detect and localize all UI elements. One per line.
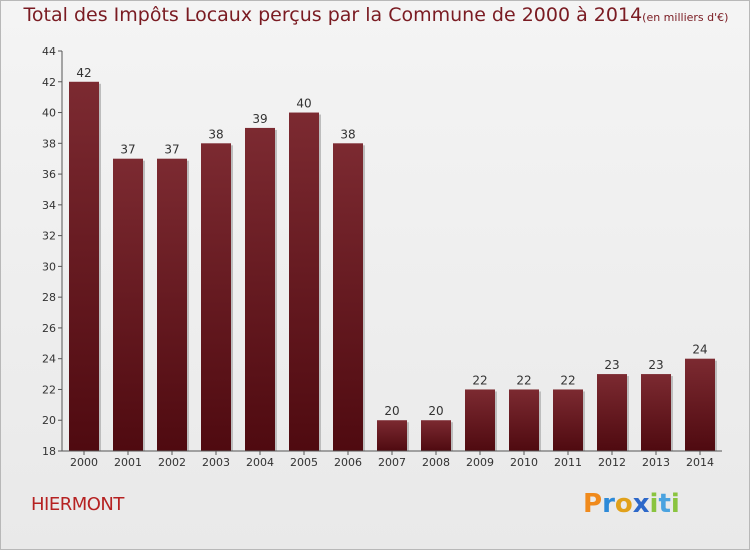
x-tick-label: 2000 <box>70 456 98 469</box>
x-tick-label: 2013 <box>642 456 670 469</box>
bar-value-label: 22 <box>472 373 487 387</box>
y-tick-label: 44 <box>42 45 56 58</box>
y-tick-label: 28 <box>42 291 56 304</box>
bar <box>421 420 451 451</box>
bar <box>509 389 539 451</box>
y-tick-label: 26 <box>42 322 56 335</box>
chart-title: Total des Impôts Locaux perçus par la Co… <box>1 4 750 26</box>
x-tick-label: 2011 <box>554 456 582 469</box>
logo-letter: r <box>602 489 615 519</box>
y-tick-label: 20 <box>42 414 56 427</box>
bar <box>597 374 627 451</box>
bar-value-label: 38 <box>208 127 223 141</box>
bar <box>289 112 319 452</box>
bar <box>113 158 143 451</box>
bar <box>465 389 495 451</box>
bar-value-label: 37 <box>120 143 135 157</box>
bar <box>69 81 99 452</box>
y-tick-label: 42 <box>42 76 56 89</box>
x-tick-label: 2005 <box>290 456 318 469</box>
commune-name: HIERMONT <box>31 494 124 515</box>
x-tick-label: 2004 <box>246 456 274 469</box>
logo-letter: i <box>649 489 659 519</box>
bar-value-label: 24 <box>692 343 707 357</box>
bar <box>333 143 363 452</box>
logo-letter: o <box>614 489 633 519</box>
bar-value-label: 22 <box>516 373 531 387</box>
y-tick-label: 24 <box>42 353 56 366</box>
bar <box>553 389 583 451</box>
x-tick-label: 2006 <box>334 456 362 469</box>
bar-value-label: 38 <box>340 127 355 141</box>
chart-title-main: Total des Impôts Locaux perçus par la Co… <box>23 4 643 26</box>
x-tick-label: 2010 <box>510 456 538 469</box>
bar-value-label: 39 <box>252 112 267 126</box>
bar-value-label: 40 <box>296 97 311 111</box>
x-tick-label: 2003 <box>202 456 230 469</box>
bar-value-label: 42 <box>76 66 91 80</box>
bar <box>685 358 715 451</box>
x-tick-label: 2014 <box>686 456 714 469</box>
bar <box>641 374 671 451</box>
bar-value-label: 23 <box>648 358 663 372</box>
y-tick-label: 32 <box>42 230 56 243</box>
bar-value-label: 37 <box>164 143 179 157</box>
bar-value-label: 20 <box>428 404 443 418</box>
proxiti-logo: Proxiti <box>583 489 680 519</box>
bar-value-label: 22 <box>560 373 575 387</box>
x-tick-label: 2007 <box>378 456 406 469</box>
bar <box>245 127 275 451</box>
x-tick-label: 2012 <box>598 456 626 469</box>
bar-value-label: 20 <box>384 404 399 418</box>
x-tick-label: 2009 <box>466 456 494 469</box>
logo-letter: x <box>632 489 650 519</box>
y-tick-label: 36 <box>42 168 56 181</box>
logo-letter: P <box>583 489 603 519</box>
x-tick-label: 2008 <box>422 456 450 469</box>
bar <box>377 420 407 451</box>
x-tick-label: 2002 <box>158 456 186 469</box>
y-tick-label: 18 <box>42 445 56 458</box>
x-tick-label: 2001 <box>114 456 142 469</box>
logo-letter: i <box>670 489 680 519</box>
y-tick-label: 38 <box>42 137 56 150</box>
y-tick-label: 30 <box>42 260 56 273</box>
bar-value-label: 23 <box>604 358 619 372</box>
chart-title-unit: (en milliers d'€) <box>642 11 729 24</box>
y-tick-label: 34 <box>42 199 56 212</box>
bar <box>157 158 187 451</box>
bar <box>201 143 231 452</box>
y-tick-label: 40 <box>42 107 56 120</box>
logo-letter: t <box>658 489 671 519</box>
y-tick-label: 22 <box>42 383 56 396</box>
